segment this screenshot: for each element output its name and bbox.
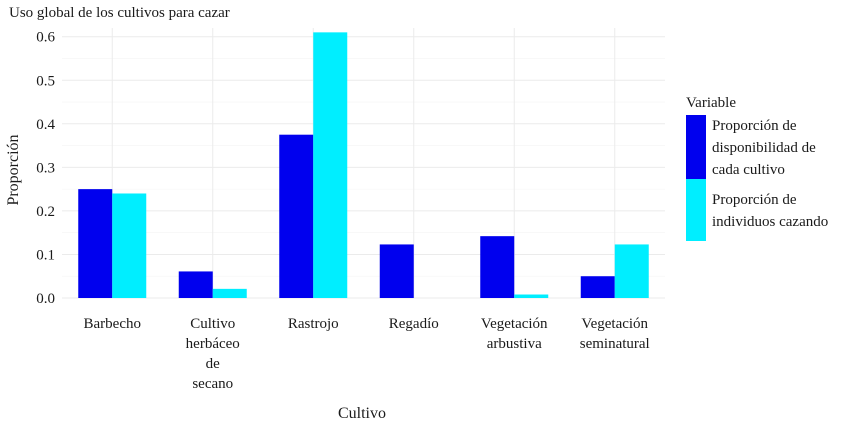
bar bbox=[279, 134, 314, 298]
legend-key bbox=[686, 179, 706, 241]
x-tick-label: herbáceo bbox=[186, 336, 240, 352]
x-tick-label: Vegetación bbox=[481, 316, 548, 332]
bar bbox=[614, 244, 649, 298]
bar bbox=[212, 288, 247, 298]
y-axis-title: Proporción bbox=[5, 134, 22, 205]
x-tick-labels: Barbecho Cultivo herbáceo de secano Rastrojo R… bbox=[84, 316, 650, 392]
chart-title: Uso global de los cultivos para cazar bbox=[9, 5, 230, 21]
bar bbox=[379, 244, 414, 298]
legend-label: Proporción de bbox=[712, 118, 797, 134]
legend-key bbox=[686, 115, 706, 179]
bar bbox=[480, 236, 515, 298]
bar bbox=[178, 271, 213, 298]
x-tick-label: secano bbox=[192, 376, 233, 392]
x-tick-label: arbustiva bbox=[487, 336, 542, 352]
y-tick-label: 0.3 bbox=[36, 160, 55, 176]
legend-title: Variable bbox=[686, 95, 736, 111]
legend: Variable Proporción de disponibilidad de c… bbox=[686, 95, 828, 241]
x-tick-label: Regadío bbox=[389, 316, 439, 332]
legend-label: cada cultivo bbox=[712, 162, 785, 178]
y-tick-label: 0.6 bbox=[36, 30, 55, 46]
legend-label: individuos cazando bbox=[712, 214, 828, 230]
y-tick-labels: 0.0 0.1 0.2 0.3 0.4 0.5 0.6 bbox=[36, 30, 55, 307]
bars bbox=[78, 32, 649, 299]
legend-label: Proporción de bbox=[712, 192, 797, 208]
x-tick-label: Cultivo bbox=[190, 316, 235, 332]
bar bbox=[313, 32, 348, 299]
bar bbox=[580, 276, 615, 298]
bar bbox=[112, 193, 147, 298]
grid bbox=[62, 28, 665, 299]
bar bbox=[514, 294, 549, 298]
legend-label: disponibilidad de bbox=[712, 140, 816, 156]
x-tick-label: Vegetación bbox=[581, 316, 648, 332]
y-tick-label: 0.4 bbox=[36, 117, 55, 133]
bar bbox=[78, 189, 113, 298]
x-tick-label: seminatural bbox=[580, 336, 650, 352]
x-tick-label: Barbecho bbox=[84, 316, 141, 332]
y-tick-label: 0.1 bbox=[36, 247, 55, 263]
y-tick-label: 0.2 bbox=[36, 204, 55, 220]
x-axis-title: Cultivo bbox=[338, 405, 386, 422]
y-tick-label: 0.5 bbox=[36, 73, 55, 89]
x-tick-label: Rastrojo bbox=[288, 316, 339, 332]
y-tick-label: 0.0 bbox=[36, 291, 55, 307]
x-tick-label: de bbox=[206, 356, 221, 372]
